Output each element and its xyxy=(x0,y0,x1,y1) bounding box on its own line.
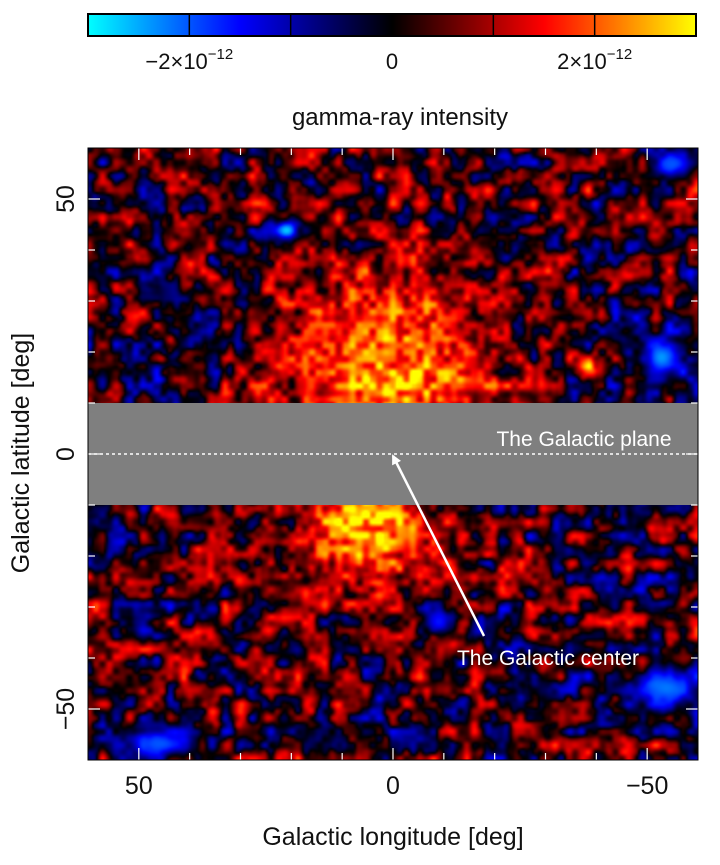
y-tick-label: 50 xyxy=(52,185,80,213)
colorbar-tick-label: 0 xyxy=(386,49,398,74)
galactic-plane-label: The Galactic plane xyxy=(496,428,671,451)
y-tick-label: −50 xyxy=(52,688,80,730)
colorbar-gradient xyxy=(87,13,697,37)
sky-map: The Galactic plane The Galactic center xyxy=(87,147,699,761)
masked-galactic-plane-band xyxy=(88,403,698,505)
x-tick-label: 0 xyxy=(386,772,400,800)
y-tick-label: 0 xyxy=(52,447,80,461)
colorbar-tick-label: −2×10−12 xyxy=(145,46,233,74)
colorbar: −2×10−12 0 2×10−12 gamma-ray intensity xyxy=(87,13,697,131)
galactic-center-label: The Galactic center xyxy=(457,647,639,670)
x-tick-label: −50 xyxy=(626,772,668,800)
x-axis-tick-labels: 50 0 −50 xyxy=(125,772,668,800)
y-axis-label: Galactic latitude [deg] xyxy=(7,333,35,573)
plot-frame xyxy=(87,147,699,761)
y-axis-tick-labels: 50 0 −50 xyxy=(52,185,80,730)
plot-tick-marks xyxy=(88,148,698,760)
colorbar-tick-labels: −2×10−12 0 2×10−12 xyxy=(145,46,632,74)
colorbar-label: gamma-ray intensity xyxy=(292,104,508,131)
galactic-center-arrow xyxy=(391,454,486,637)
colorbar-minor-ticks xyxy=(188,14,596,36)
colorbar-tick-label: 2×10−12 xyxy=(557,46,632,74)
x-axis-label: Galactic longitude [deg] xyxy=(262,823,523,851)
x-tick-label: 50 xyxy=(125,772,153,800)
